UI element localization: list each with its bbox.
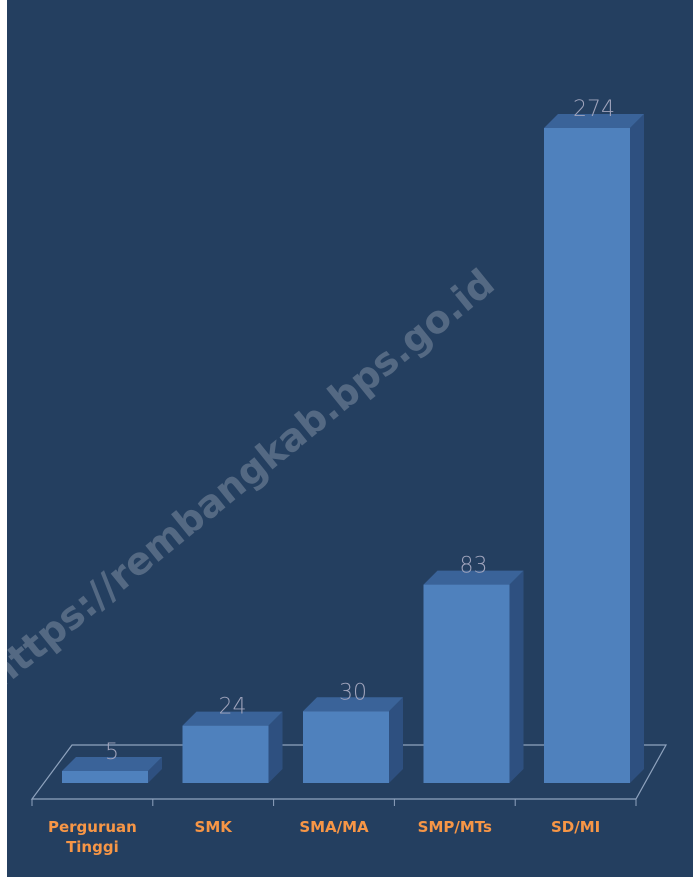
bar-front-face bbox=[423, 584, 510, 783]
bar-front-face bbox=[182, 725, 269, 783]
bar bbox=[544, 114, 644, 783]
bar-front-face bbox=[62, 771, 148, 783]
bar-side-face bbox=[509, 570, 524, 783]
bar-top-face bbox=[423, 570, 524, 585]
bar-side-face bbox=[148, 757, 162, 783]
x-tick-label-line: SMP/MTs bbox=[418, 818, 492, 836]
bar bbox=[423, 570, 524, 783]
bar-top-face bbox=[544, 114, 644, 128]
data-label: 24 bbox=[219, 695, 247, 720]
x-tick-label: Perguruan Tinggi bbox=[48, 818, 137, 856]
bar-side-face bbox=[389, 697, 403, 783]
x-tick-label: SMA/MA bbox=[299, 818, 369, 836]
x-tick-label-line: SD/MI bbox=[551, 818, 600, 836]
x-tick-label-line: Tinggi bbox=[66, 838, 119, 856]
bar bbox=[62, 757, 162, 783]
bar-top-face bbox=[182, 711, 283, 726]
data-label: 5 bbox=[105, 740, 119, 765]
x-tick-label: SMK bbox=[195, 818, 234, 836]
bar-side-face bbox=[268, 711, 283, 783]
x-tick-label-line: Perguruan bbox=[48, 818, 137, 836]
x-tick-label: SD/MI bbox=[551, 818, 600, 836]
data-label: 83 bbox=[460, 554, 488, 579]
data-label: 30 bbox=[339, 680, 367, 705]
bar-top-face bbox=[303, 697, 403, 712]
bar-front-face bbox=[303, 711, 389, 783]
bar bbox=[303, 697, 403, 783]
x-tick-label-line: SMA/MA bbox=[299, 818, 369, 836]
bar-side-face bbox=[630, 114, 644, 783]
x-tick-label-line: SMK bbox=[195, 818, 234, 836]
bar-front-face bbox=[544, 128, 630, 783]
x-tick-label: SMP/MTs bbox=[418, 818, 492, 836]
bar bbox=[182, 711, 283, 783]
data-label: 274 bbox=[573, 97, 615, 122]
chart-floor bbox=[30, 744, 668, 800]
bar-top-face bbox=[62, 757, 162, 771]
